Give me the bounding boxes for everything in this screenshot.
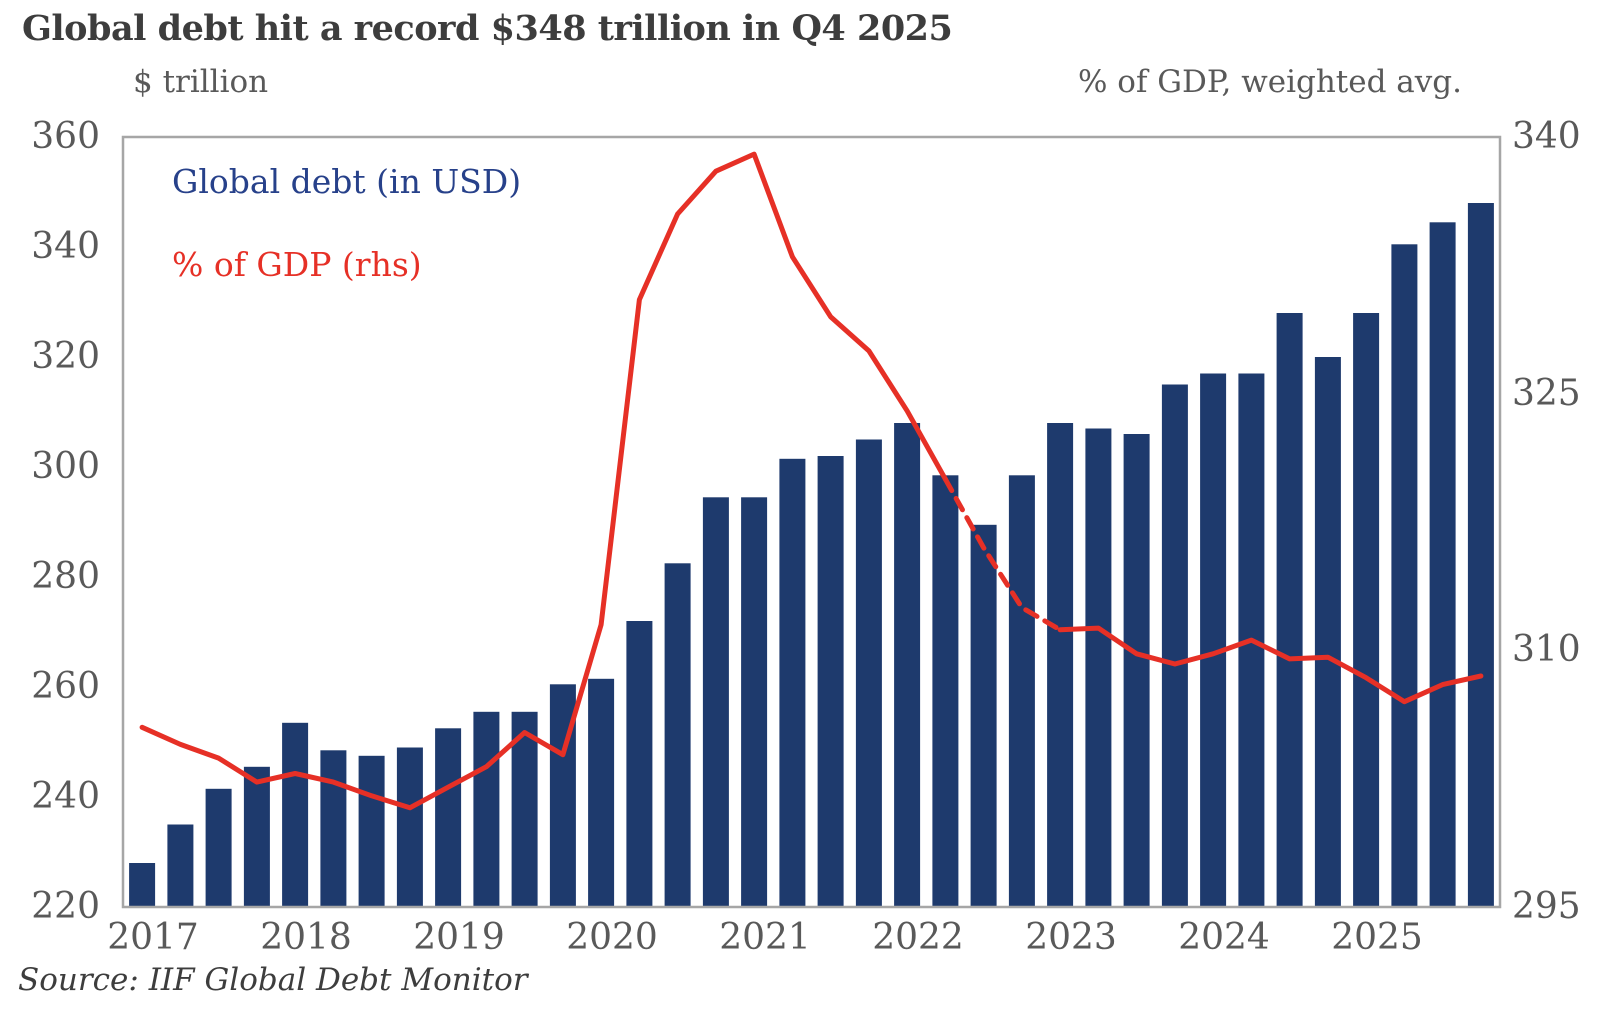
bar-2018Q1 xyxy=(282,722,309,908)
bar-2025Q1 xyxy=(1353,313,1380,907)
bar-2022Q4 xyxy=(1008,475,1035,908)
x-axis-label-2022: 2022 xyxy=(872,917,964,958)
x-axis-label-2020: 2020 xyxy=(566,917,658,958)
bar-2022Q2 xyxy=(932,475,959,908)
right-axis-tick-340: 340 xyxy=(1512,116,1581,157)
bar-2019Q1 xyxy=(435,728,462,908)
left-axis-unit-label: $ trillion xyxy=(133,64,269,100)
left-axis-tick-280: 280 xyxy=(31,556,100,597)
gdp-line-solid-2 xyxy=(1057,625,1484,705)
bar-2021Q3 xyxy=(817,456,844,907)
bar-2017Q2 xyxy=(167,824,194,907)
x-axis-label-2023: 2023 xyxy=(1025,917,1117,958)
legend-global-debt-label: Global debt (in USD) xyxy=(172,162,522,201)
left-axis-tick-220: 220 xyxy=(31,886,100,927)
bar-2017Q4 xyxy=(243,766,270,908)
right-axis-tick-325: 325 xyxy=(1512,372,1581,414)
bar-2023Q3 xyxy=(1123,434,1150,907)
x-axis-label-2018: 2018 xyxy=(260,917,352,958)
bar-2025Q3 xyxy=(1429,222,1456,908)
bar-2018Q4 xyxy=(396,747,423,907)
bar-2018Q3 xyxy=(358,755,385,908)
right-axis-tick-295: 295 xyxy=(1512,886,1581,927)
x-axis-label-2025: 2025 xyxy=(1331,917,1423,958)
bar-2021Q2 xyxy=(779,458,806,908)
plot-border xyxy=(121,135,1502,909)
x-axis-label-2019: 2019 xyxy=(413,917,505,958)
left-axis-tick-300: 300 xyxy=(31,446,100,487)
left-axis-tick-240: 240 xyxy=(31,776,100,817)
legend-pct-gdp-label: % of GDP (rhs) xyxy=(172,245,422,284)
bar-2024Q1 xyxy=(1200,373,1227,907)
bar-2024Q4 xyxy=(1314,357,1341,907)
bar-2022Q1 xyxy=(894,423,921,907)
left-axis-tick-340: 340 xyxy=(31,226,100,267)
source-note: Source: IIF Global Debt Monitor xyxy=(18,962,528,998)
bar-2021Q4 xyxy=(855,439,882,907)
bar-2022Q3 xyxy=(970,524,997,908)
left-axis-tick-360: 360 xyxy=(31,116,100,157)
bar-2017Q3 xyxy=(205,788,232,908)
left-axis-tick-260: 260 xyxy=(31,666,100,707)
right-axis-unit-label: % of GDP, weighted avg. xyxy=(1077,64,1462,100)
bar-2021Q1 xyxy=(741,497,768,908)
bar-2025Q2 xyxy=(1391,244,1418,908)
bar-2020Q1 xyxy=(588,678,615,908)
bar-2025Q4 xyxy=(1467,203,1494,907)
bar-2023Q4 xyxy=(1161,384,1188,907)
bar-2019Q2 xyxy=(473,711,500,908)
bar-2020Q4 xyxy=(702,497,729,908)
chart-title: Global debt hit a record $348 trillion i… xyxy=(22,8,953,49)
gdp-line-dashed xyxy=(942,476,1063,633)
right-axis-tick-310: 310 xyxy=(1512,629,1581,671)
bar-2020Q3 xyxy=(664,563,691,908)
bar-2023Q1 xyxy=(1047,423,1074,907)
bar-2018Q2 xyxy=(320,750,347,908)
x-axis-label-2021: 2021 xyxy=(719,917,811,958)
bar-2020Q2 xyxy=(626,621,653,907)
bar-2024Q3 xyxy=(1276,313,1303,907)
x-axis-label-2017: 2017 xyxy=(107,917,199,958)
bar-2017Q1 xyxy=(129,863,156,907)
gdp-line-solid-1 xyxy=(139,151,948,811)
left-axis-tick-320: 320 xyxy=(31,336,100,377)
bar-2023Q2 xyxy=(1085,428,1112,907)
bar-2019Q3 xyxy=(511,711,538,908)
x-axis-label-2024: 2024 xyxy=(1178,917,1270,958)
